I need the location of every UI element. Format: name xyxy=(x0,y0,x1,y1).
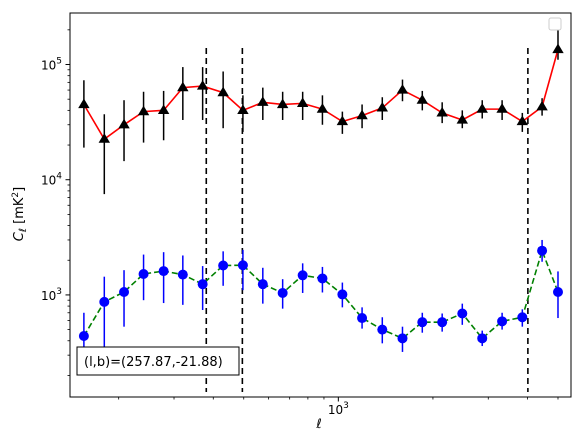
series-line xyxy=(83,49,559,141)
data-point xyxy=(196,80,209,90)
data-point xyxy=(396,84,409,94)
data-point xyxy=(376,101,388,112)
data-point xyxy=(177,269,188,280)
data-point xyxy=(296,97,309,107)
data-point xyxy=(416,94,428,104)
data-point xyxy=(237,104,249,114)
axes: 103 103 104 105 xyxy=(41,12,572,417)
y-axis-label: Cℓ [mK2] xyxy=(11,187,29,241)
data-point xyxy=(356,109,368,120)
data-point xyxy=(78,98,90,109)
data-point xyxy=(157,104,170,114)
data-point xyxy=(197,279,208,290)
plot-area xyxy=(78,28,564,392)
data-point xyxy=(177,81,189,92)
y-tick-label: 105 xyxy=(41,57,62,73)
plot-clip-group xyxy=(78,28,564,392)
series-line xyxy=(83,248,559,340)
data-point xyxy=(158,266,169,277)
plot-frame xyxy=(69,12,572,398)
data-point xyxy=(277,287,288,298)
data-point xyxy=(436,106,448,117)
data-point xyxy=(137,105,150,116)
data-point xyxy=(537,245,548,256)
data-point xyxy=(457,308,468,319)
data-point xyxy=(257,279,268,290)
data-point xyxy=(118,118,130,129)
data-point xyxy=(357,313,368,324)
data-point xyxy=(477,333,488,344)
x-tick-label: 103 xyxy=(328,401,349,417)
data-point xyxy=(138,268,149,279)
data-point xyxy=(516,115,529,126)
legend-box xyxy=(548,17,562,31)
data-point xyxy=(317,273,328,284)
data-point xyxy=(257,96,269,106)
y-tick-label: 104 xyxy=(41,172,62,188)
data-point xyxy=(377,324,388,335)
annotation-text: (l,b)=(257.87,-21.88) xyxy=(84,355,223,370)
x-axis-label: ℓ xyxy=(315,417,321,432)
data-point xyxy=(297,270,308,281)
data-point xyxy=(276,98,289,109)
data-point xyxy=(437,317,448,328)
data-point xyxy=(119,287,130,298)
data-point xyxy=(552,43,564,54)
annotation-box: (l,b)=(257.87,-21.88) xyxy=(76,346,240,376)
series-0 xyxy=(78,28,564,195)
data-point xyxy=(316,103,329,113)
data-point xyxy=(456,113,468,124)
data-point xyxy=(497,316,508,327)
data-point xyxy=(552,287,563,298)
data-point xyxy=(536,100,548,111)
data-point xyxy=(99,296,110,307)
data-point xyxy=(496,103,508,113)
data-point xyxy=(337,289,348,300)
data-point xyxy=(218,260,229,271)
data-point xyxy=(78,330,89,341)
series-1 xyxy=(78,239,563,361)
data-point xyxy=(237,260,248,271)
data-point xyxy=(336,115,349,126)
data-point xyxy=(397,333,408,344)
y-tick-label: 103 xyxy=(41,287,62,303)
data-point xyxy=(476,103,488,113)
data-point xyxy=(217,86,229,97)
data-point xyxy=(517,312,528,323)
data-point xyxy=(417,317,428,328)
data-point xyxy=(98,133,110,143)
